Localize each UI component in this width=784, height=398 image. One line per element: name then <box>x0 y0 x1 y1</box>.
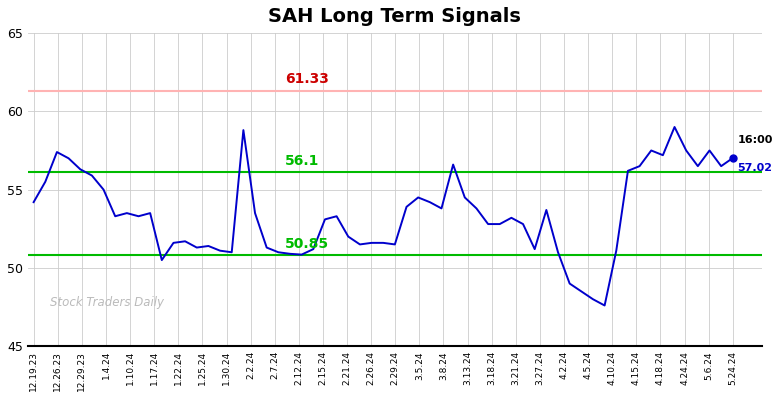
Title: SAH Long Term Signals: SAH Long Term Signals <box>268 7 521 26</box>
Text: 56.1: 56.1 <box>285 154 320 168</box>
Text: 61.33: 61.33 <box>285 72 329 86</box>
Text: 50.85: 50.85 <box>285 237 329 251</box>
Text: Stock Traders Daily: Stock Traders Daily <box>50 296 164 308</box>
Text: 57.02: 57.02 <box>738 163 772 173</box>
Text: 16:00: 16:00 <box>738 135 773 146</box>
